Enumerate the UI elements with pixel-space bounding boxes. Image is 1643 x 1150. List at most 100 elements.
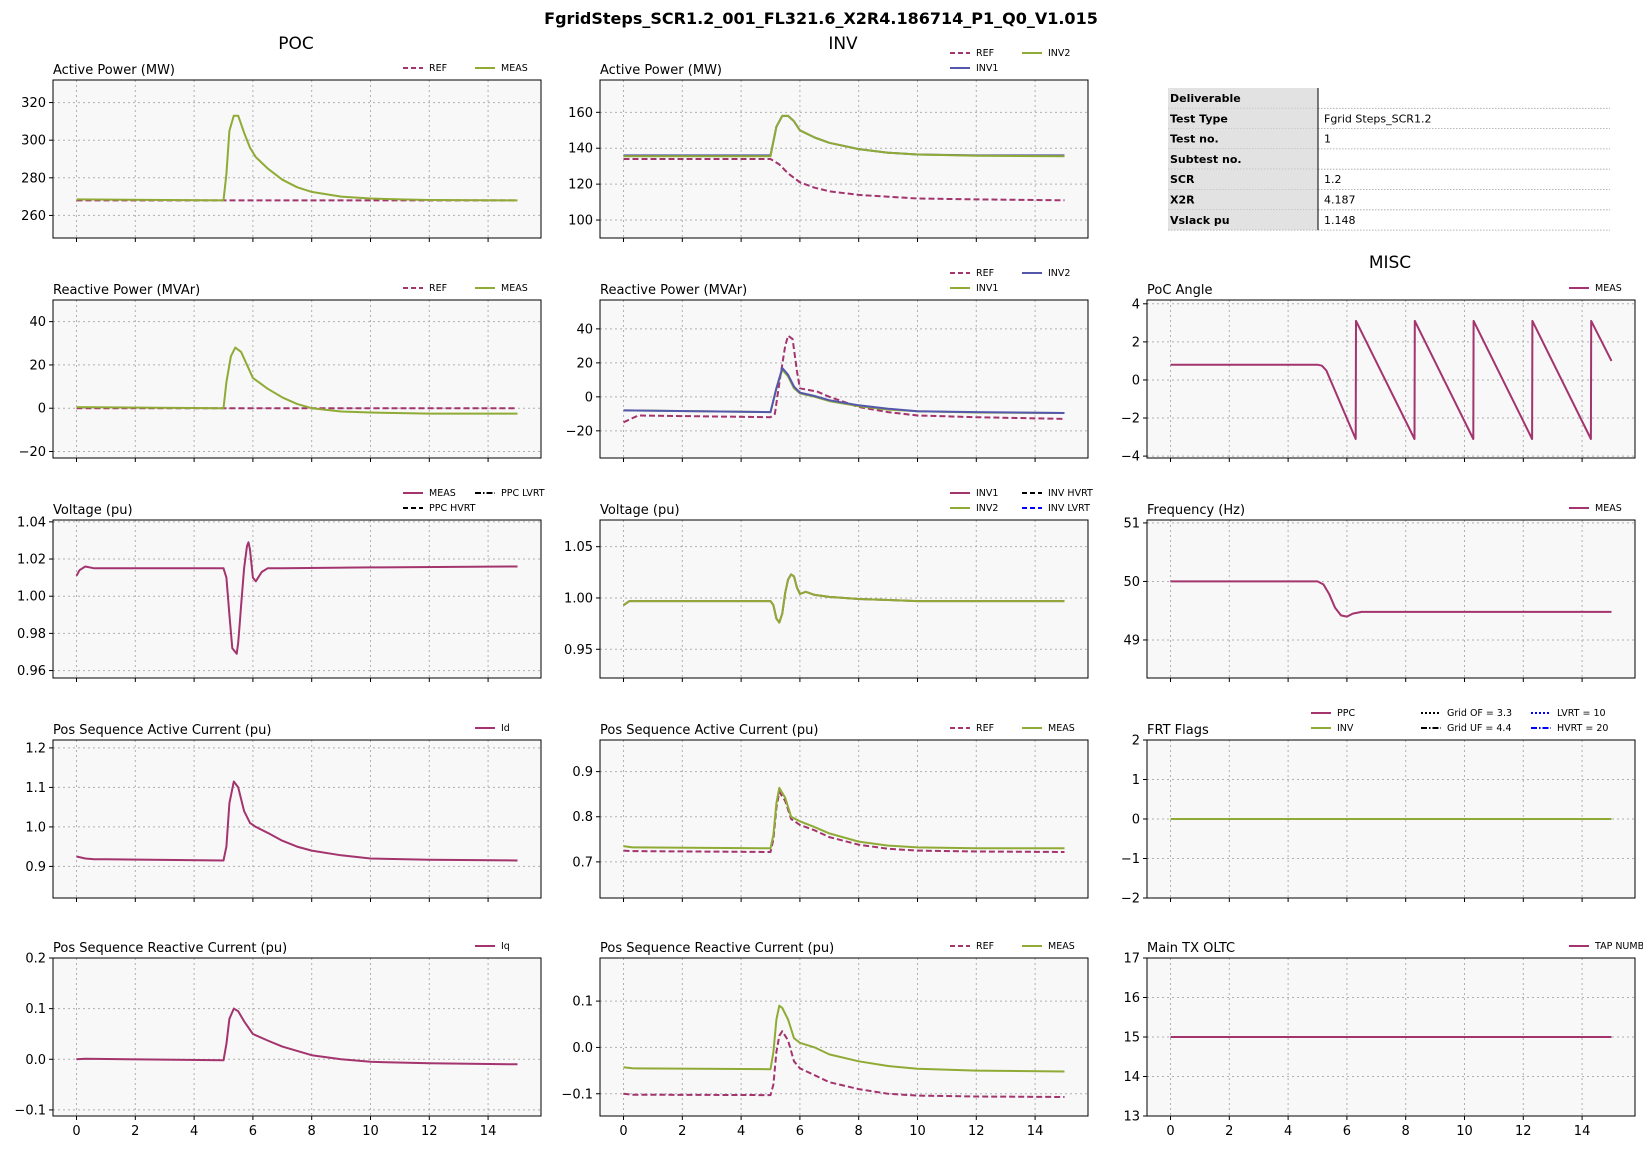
y-tick-label: 0.98: [17, 627, 46, 642]
panel-title: Reactive Power (MVAr): [600, 283, 747, 298]
y-tick-label: 40: [576, 322, 593, 337]
x-tick-label: 6: [1343, 1124, 1351, 1139]
legend-label: Id: [501, 723, 510, 734]
plot-frame: [599, 519, 1089, 679]
info-key-cell: [1168, 128, 1318, 149]
legend-label: REF: [976, 48, 994, 59]
legend-label: HVRT = 20: [1557, 723, 1608, 734]
series-group: [1170, 580, 1612, 618]
x-tick-label: 2: [678, 1124, 686, 1139]
y-tick-label: 260: [21, 209, 46, 224]
series-line-meas: [1170, 319, 1613, 440]
legend-label: MEAS: [501, 283, 528, 294]
legend-label: MEAS: [1595, 503, 1622, 514]
legend-label: INV1: [976, 283, 998, 294]
y-tick-label: 50: [1123, 575, 1140, 590]
y-tick-label: 2: [1132, 734, 1140, 749]
info-key-cell: [1168, 108, 1318, 129]
x-tick-label: 0: [619, 1124, 627, 1139]
series-line-ref: [623, 158, 1065, 202]
column-title-inv: INV: [828, 34, 858, 54]
legend-label: Grid OF = 3.3: [1447, 708, 1512, 719]
info-key-cell: [1168, 148, 1318, 170]
plot-area: [600, 300, 1088, 458]
y-tick-label: 320: [21, 96, 46, 111]
legend-label: LVRT = 10: [1557, 708, 1606, 719]
chart-panel-poc_id: 0.9 1.0 1.1 1.2 Pos Sequence Active Current …: [25, 723, 542, 902]
legend: Id: [475, 723, 510, 734]
plot-frame: [599, 79, 1089, 239]
legend-label: INV LVRT: [1048, 503, 1090, 514]
legend-label: INV1: [976, 63, 998, 74]
panel-title: Pos Sequence Reactive Current (pu): [600, 941, 834, 956]
legend-label: MEAS: [429, 488, 456, 499]
y-tick-label: 0: [585, 390, 593, 405]
y-tick-label: 14: [1123, 1070, 1140, 1085]
chart-panel-misc_freq: 49 50 51 Frequency (Hz) MEAS: [1123, 503, 1636, 682]
series-line-meas: [623, 786, 1065, 850]
legend-label: INV2: [1048, 48, 1070, 59]
legend-label: MEAS: [1048, 941, 1075, 952]
legend: PPC INV Grid OF = 3.3 Grid UF = 4.4 LVRT = 1…: [1311, 708, 1608, 734]
info-key-cell: [1168, 209, 1318, 231]
x-tick-label: 8: [855, 1124, 863, 1139]
y-tick-label: 0.0: [25, 1053, 46, 1068]
series-line-ref: [623, 1030, 1065, 1098]
y-tick-label: 0.1: [572, 995, 593, 1010]
legend: REF INV1 INV2: [950, 268, 1070, 294]
panel-title: Pos Sequence Active Current (pu): [53, 723, 271, 738]
plot-frame: [599, 739, 1089, 899]
y-tick-label: 40: [29, 315, 46, 330]
legend-label: REF: [976, 941, 994, 952]
y-tick-label: 280: [21, 171, 46, 186]
plot-area: [600, 740, 1088, 898]
series-group: [76, 1007, 518, 1066]
series-group: [623, 334, 1065, 424]
info-value: 1.2: [1324, 173, 1342, 186]
info-table: Deliverable Test Type Fgrid Steps_SCR1.2 Te…: [1168, 88, 1610, 231]
chart-panel-poc_p: 260 280 300 320 Active Power (MW) REF MEAS: [21, 63, 542, 242]
chart-panel-inv_v: 0.95 1.00 1.05 Voltage (pu) INV1 INV2 INV HVRT…: [564, 488, 1093, 682]
y-tick-label: 0.7: [572, 855, 593, 870]
x-tick-label: 10: [909, 1124, 926, 1139]
series-group: [623, 1004, 1065, 1098]
x-tick-label: 2: [131, 1124, 139, 1139]
y-tick-label: 1.02: [17, 553, 46, 568]
y-tick-label: 1.0: [25, 820, 46, 835]
y-tick-label: 15: [1123, 1031, 1140, 1046]
panel-title: Main TX OLTC: [1147, 941, 1235, 956]
series-line-inv2: [623, 114, 1065, 158]
y-tick-label: −20: [19, 445, 46, 460]
plot-frame: [599, 299, 1089, 459]
x-tick-label: 12: [1515, 1124, 1532, 1139]
legend: REF MEAS: [950, 723, 1075, 734]
y-tick-label: 1.04: [17, 515, 46, 530]
y-tick-label: −4: [1121, 450, 1140, 465]
legend-label: MEAS: [1048, 723, 1075, 734]
y-tick-label: 140: [568, 142, 593, 157]
info-key: SCR: [1170, 173, 1195, 186]
legend-label: TAP NUMBER: [1594, 941, 1643, 952]
legend-label: MEAS: [501, 63, 528, 74]
column-title-misc: MISC: [1369, 253, 1411, 273]
y-tick-label: 16: [1123, 991, 1140, 1006]
y-tick-label: 0.2: [25, 952, 46, 967]
x-tick-label: 4: [1284, 1124, 1292, 1139]
figure-title: FgridSteps_SCR1.2_001_FL321.6_X2R4.18671…: [544, 9, 1098, 28]
y-tick-label: 0: [1132, 373, 1140, 388]
series-group: [1170, 319, 1613, 440]
series-group: [76, 114, 518, 202]
plot-area: [1147, 520, 1635, 678]
y-tick-label: 20: [576, 356, 593, 371]
panel-title: Pos Sequence Reactive Current (pu): [53, 941, 287, 956]
series-line-iq: [76, 1007, 518, 1066]
legend-label: Iq: [501, 941, 510, 952]
legend: REF MEAS: [403, 63, 528, 74]
plot-area: [600, 520, 1088, 678]
chart-panel-inv_q: −20 0 20 40 Reactive Power (MVAr) REF INV1 INV2: [566, 268, 1089, 462]
chart-panel-poc_iq: −0.1 0.0 0.1 0.2 0 2 4 6 8 10 12 14 Pos Sequence Rea…: [14, 941, 542, 1139]
panel-title: Active Power (MW): [53, 63, 175, 78]
info-key: Deliverable: [1170, 92, 1241, 105]
series-group: [75, 541, 518, 655]
